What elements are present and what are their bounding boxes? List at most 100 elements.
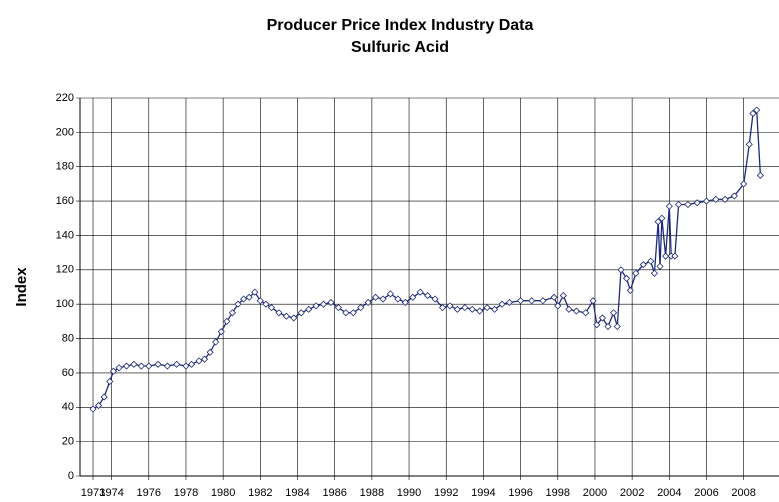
y-tick-label: 0 [68, 470, 74, 482]
data-point [262, 300, 270, 308]
data-point [251, 288, 259, 296]
data-point [528, 297, 536, 305]
x-tick-label: 2004 [657, 487, 681, 499]
data-point [468, 305, 476, 313]
data-point [554, 302, 562, 310]
y-tick-label: 140 [56, 229, 74, 241]
data-point [461, 304, 469, 312]
x-tick-label: 1976 [137, 487, 161, 499]
data-point [654, 218, 662, 226]
data-point [200, 355, 209, 363]
data-point [453, 305, 461, 313]
data-point [565, 305, 573, 313]
data-point [109, 367, 118, 375]
x-tick-label: 1973 [81, 487, 105, 499]
data-point [122, 362, 131, 370]
x-tick-label: 1994 [471, 487, 495, 499]
data-point [712, 195, 720, 203]
data-point [319, 300, 328, 308]
x-tick-label: 2006 [694, 487, 718, 499]
y-tick-label: 80 [62, 332, 74, 344]
data-point [282, 312, 290, 320]
data-point [617, 266, 625, 274]
data-point [212, 338, 220, 346]
data-point [240, 295, 248, 303]
y-tick-label: 200 [56, 126, 74, 138]
data-point [275, 309, 283, 317]
data-point [416, 288, 424, 296]
data-point [749, 109, 757, 118]
y-axis-title: Index [13, 267, 30, 307]
data-point [234, 300, 242, 308]
data-point [756, 171, 764, 179]
x-tick-label: 1978 [174, 487, 198, 499]
data-point [305, 305, 313, 313]
data-point [483, 304, 491, 312]
data-point [753, 106, 761, 114]
data-point [662, 252, 670, 260]
data-point [424, 292, 432, 300]
data-point [517, 297, 525, 305]
y-tick-label: 40 [62, 401, 74, 413]
data-point [589, 297, 597, 305]
data-point [582, 309, 590, 317]
data-point [163, 362, 171, 370]
y-tick-label: 180 [56, 161, 74, 173]
data-point [632, 269, 640, 277]
data-point [357, 304, 365, 312]
data-point [702, 197, 711, 205]
data-point [572, 307, 580, 315]
y-tick-label: 120 [56, 264, 74, 276]
x-tick-label: 1996 [508, 487, 532, 499]
y-tick-label: 20 [62, 436, 74, 448]
data-point [89, 405, 97, 413]
x-tick-label: 2008 [731, 487, 755, 499]
data-point [491, 305, 499, 313]
data-point [223, 317, 231, 325]
data-point [559, 292, 567, 300]
data-point [647, 257, 655, 265]
x-tick-label: 1990 [397, 487, 421, 499]
data-point [137, 362, 145, 370]
data-point [342, 309, 350, 317]
data-point [476, 307, 484, 315]
data-point [195, 357, 203, 365]
data-point [409, 293, 417, 301]
data-point [297, 309, 305, 317]
x-tick-label: 1992 [434, 487, 458, 499]
x-tick-label: 1988 [360, 487, 384, 499]
y-tick-label: 60 [62, 367, 74, 379]
x-tick-label: 1984 [285, 487, 309, 499]
data-point [446, 302, 454, 310]
y-tick-label: 220 [56, 92, 74, 104]
data-point [593, 321, 601, 329]
data-point [505, 298, 514, 307]
data-point [394, 295, 402, 303]
data-point [187, 360, 196, 368]
data-point [182, 362, 190, 370]
data-point [639, 261, 647, 269]
data-point [245, 293, 253, 301]
data-point [622, 274, 631, 282]
data-point [431, 295, 439, 303]
data-point [438, 304, 447, 312]
data-point [364, 298, 372, 307]
data-point [372, 293, 380, 301]
data-point [656, 262, 664, 270]
data-point [228, 309, 237, 317]
data-point [650, 269, 659, 277]
data-point [154, 360, 162, 368]
data-point [379, 295, 387, 303]
data-point [665, 202, 673, 210]
data-point [206, 348, 214, 356]
x-tick-label: 1986 [322, 487, 346, 499]
data-point [671, 252, 679, 260]
data-point [145, 362, 153, 370]
x-tick-label: 2002 [620, 487, 644, 499]
chart-title: Producer Price Index Industry Data [267, 17, 534, 34]
x-tick-label: 1980 [211, 487, 235, 499]
data-point [721, 195, 729, 203]
data-point [312, 302, 320, 310]
data-point [740, 180, 748, 188]
